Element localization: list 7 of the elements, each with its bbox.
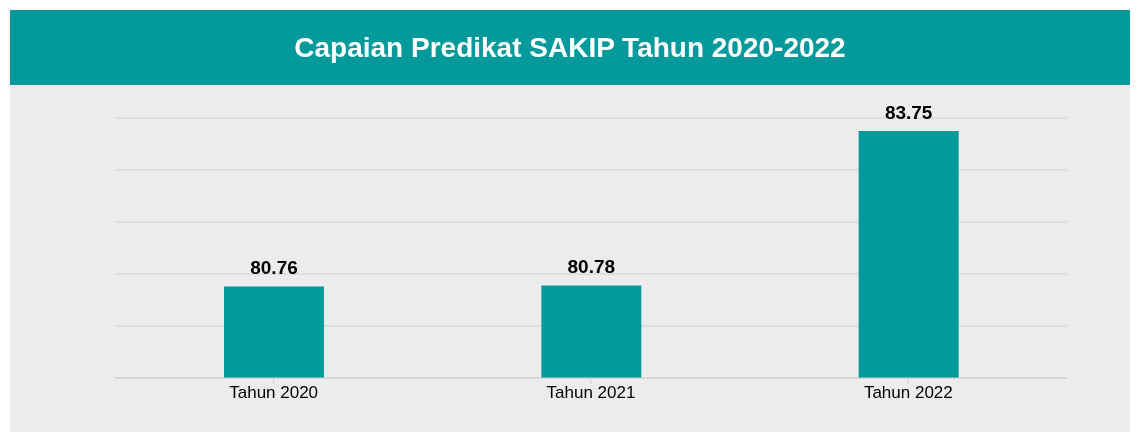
data-label: 80.78 bbox=[567, 256, 616, 278]
data-label: 83.75 bbox=[884, 102, 933, 123]
chart-title: Capaian Predikat SAKIP Tahun 2020-2022 bbox=[10, 10, 1130, 85]
x-tick-label: Tahun 2021 bbox=[546, 383, 636, 403]
x-tick-label: Tahun 2020 bbox=[229, 383, 319, 403]
x-tick-label: Tahun 2022 bbox=[863, 383, 953, 403]
data-label: 80.76 bbox=[250, 257, 298, 279]
